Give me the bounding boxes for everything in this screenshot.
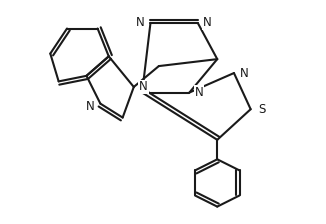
Text: S: S bbox=[259, 103, 266, 116]
Text: N: N bbox=[136, 16, 145, 29]
Text: N: N bbox=[203, 16, 212, 29]
Text: N: N bbox=[240, 67, 249, 80]
Text: N: N bbox=[139, 80, 148, 93]
Text: N: N bbox=[195, 86, 203, 99]
Text: N: N bbox=[85, 100, 94, 113]
